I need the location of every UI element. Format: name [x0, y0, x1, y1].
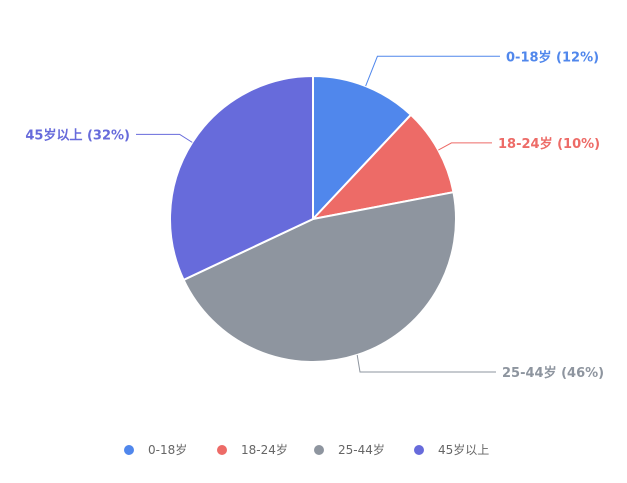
legend-label-1: 0-18岁	[148, 442, 187, 457]
legend-marker-4	[414, 445, 424, 455]
legend-item-1[interactable]: 0-18岁	[124, 442, 187, 457]
legend-label-3: 25-44岁	[338, 442, 385, 457]
leader-line-4	[136, 133, 193, 143]
legend-marker-2	[217, 445, 227, 455]
slice-label-3: 25-44岁 (46%)	[502, 365, 604, 381]
slice-label-4: 45岁以上 (32%)	[25, 127, 130, 143]
legend-item-2[interactable]: 18-24岁	[217, 442, 288, 457]
legend-label-2: 18-24岁	[241, 442, 288, 457]
legend-label-4: 45岁以上	[438, 442, 489, 457]
leader-line-2	[438, 142, 492, 151]
pie-slice-3[interactable]	[182, 191, 457, 363]
slice-label-2: 18-24岁 (10%)	[498, 136, 600, 152]
slice-label-1: 0-18岁 (12%)	[506, 49, 599, 65]
leader-line-3	[356, 354, 496, 373]
legend-marker-1	[124, 445, 134, 455]
leader-line-1	[365, 55, 500, 87]
legend-item-4[interactable]: 45岁以上	[414, 442, 489, 457]
pie-leader-lines	[136, 55, 500, 373]
legend-marker-3	[314, 445, 324, 455]
pie-slice-4[interactable]	[169, 74, 314, 282]
legend: 0-18岁 18-24岁 25-44岁 45岁以上	[124, 442, 489, 457]
pie-slices	[169, 74, 457, 363]
pie-slice-1[interactable]	[312, 74, 413, 222]
pie-labels: 0-18岁 (12%) 18-24岁 (10%) 25-44岁 (46%) 45岁以上…	[25, 49, 604, 381]
legend-item-3[interactable]: 25-44岁	[314, 442, 385, 457]
